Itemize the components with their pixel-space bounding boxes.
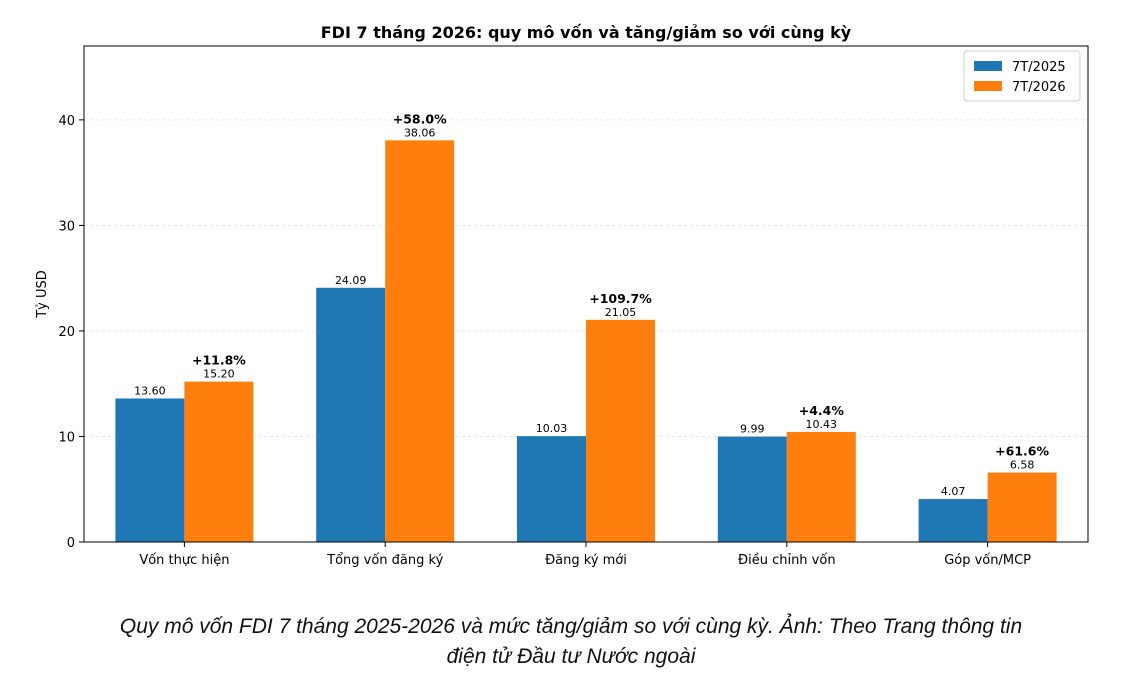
y-tick-label: 40: [58, 114, 75, 129]
y-tick-label: 20: [58, 325, 75, 340]
chart-title: FDI 7 tháng 2026: quy mô vốn và tăng/giả…: [321, 23, 852, 42]
y-axis-label: Tỷ USD: [35, 270, 50, 319]
fdi-bar-chart: FDI 7 tháng 2026: quy mô vốn và tăng/giả…: [35, 23, 1089, 568]
bar-series2: [184, 381, 254, 542]
bar-series1: [517, 436, 586, 542]
bar-value-label: 10.03: [536, 422, 568, 435]
x-tick-label: Điều chỉnh vốn: [738, 553, 836, 568]
bar-series2: [786, 431, 856, 542]
change-label: +61.6%: [995, 444, 1049, 459]
caption-line-1: Quy mô vốn FDI 7 tháng 2025-2026 và mức …: [119, 615, 1023, 638]
change-label: +109.7%: [589, 291, 652, 306]
change-label: +4.4%: [799, 403, 845, 418]
bar-value-label: 10.43: [806, 418, 838, 431]
gridlines: [84, 119, 1088, 437]
x-tick-label: Góp vốn/MCP: [944, 553, 1031, 568]
caption-line-2: điện tử Đầu tư Nước ngoài: [446, 645, 696, 668]
bar-series2: [385, 140, 455, 543]
axes: 0 10 20 30 40 Vốn thực hiện Tổng vốn đăng ký Đă…: [58, 45, 1089, 568]
y-tick-label: 10: [58, 430, 75, 445]
bar-value-label: 21.05: [605, 306, 637, 319]
bar-value-label: 13.60: [134, 384, 166, 397]
bar-value-label: 15.20: [203, 368, 235, 381]
bar-series1: [115, 398, 185, 542]
legend-label: 7T/2025: [1012, 60, 1066, 75]
bar-series2: [586, 319, 655, 542]
bar-value-label: 9.99: [740, 423, 765, 436]
y-tick-label: 0: [67, 536, 75, 551]
legend-label: 7T/2026: [1012, 80, 1066, 95]
plot-frame: [83, 45, 1089, 543]
y-tick-label: 30: [58, 219, 75, 234]
bar-value-label: 38.06: [404, 126, 436, 139]
figure-caption: Quy mô vốn FDI 7 tháng 2025-2026 và mức …: [0, 612, 1142, 672]
bar-value-label: 6.58: [1010, 459, 1035, 472]
bars: [115, 140, 1057, 543]
x-tick-label: Tổng vốn đăng ký: [326, 553, 443, 568]
bar-labels: 13.60 15.20+11.8% 24.09 38.06+58.0% 10.03 21.…: [134, 111, 1049, 498]
change-label: +11.8%: [192, 353, 246, 368]
legend-swatch: [974, 81, 1002, 91]
change-label: +58.0%: [393, 111, 447, 126]
x-tick-label: Vốn thực hiện: [139, 553, 229, 568]
bar-value-label: 4.07: [941, 485, 966, 498]
legend-swatch: [974, 61, 1002, 71]
bar-series1: [918, 499, 988, 542]
x-tick-label: Đăng ký mới: [545, 553, 627, 568]
bar-value-label: 24.09: [335, 274, 367, 287]
bar-series2: [987, 472, 1057, 542]
legend: 7T/2025 7T/2026: [963, 50, 1081, 102]
bar-series1: [316, 287, 386, 542]
bar-series1: [717, 436, 787, 542]
